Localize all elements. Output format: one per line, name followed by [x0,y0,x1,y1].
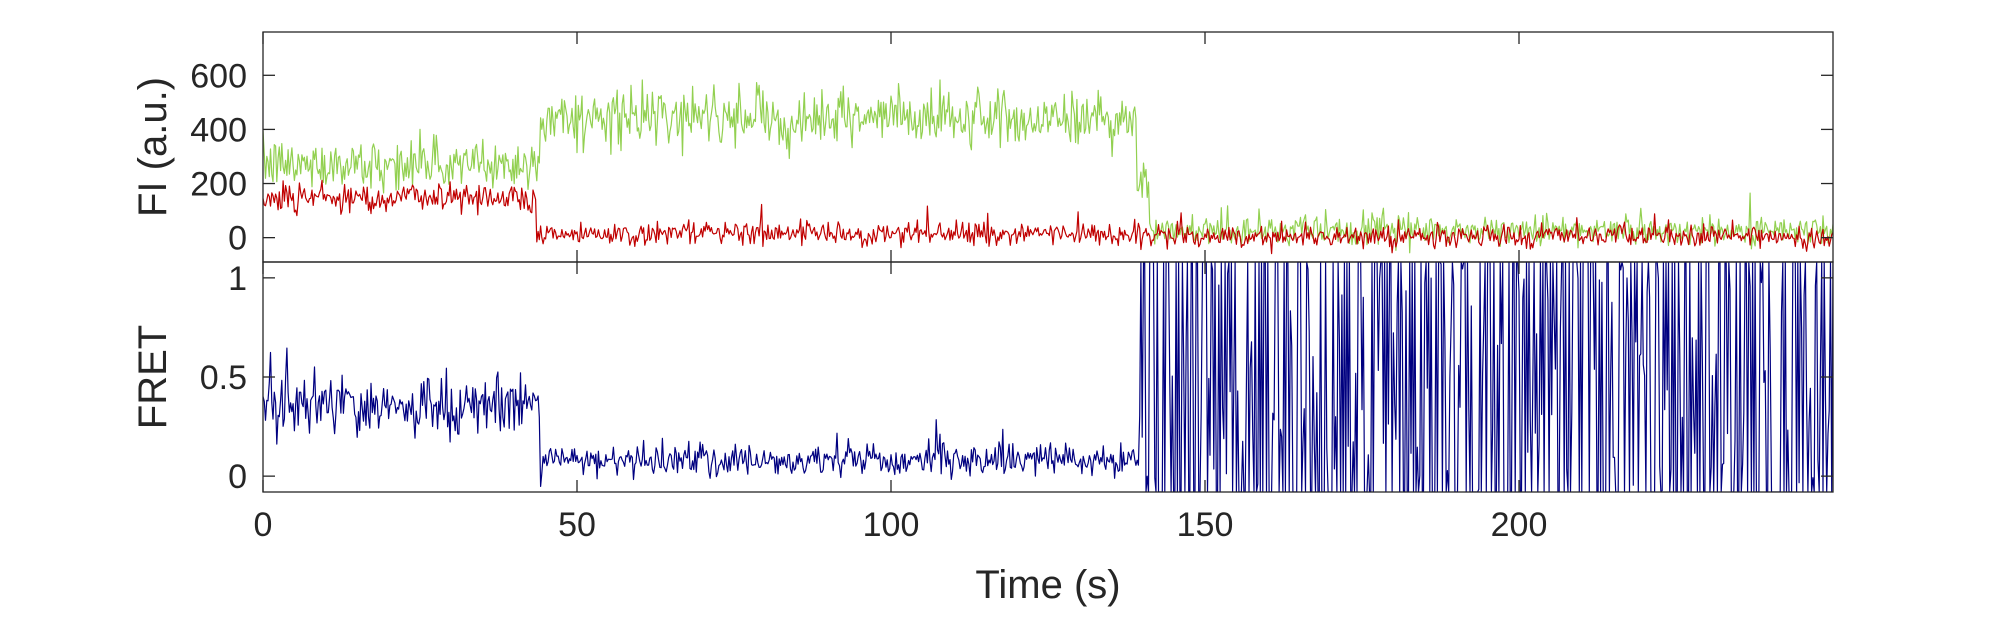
y-tick-label: 0 [228,458,247,496]
trace-series-0-1 [263,179,1833,255]
x-axis-label: Time (s) [975,563,1120,607]
x-tick-label: 150 [1177,506,1234,544]
top-panel: 0 200 400 600 FI (a.u.) [131,31,1834,263]
bottom-traces [263,262,1833,492]
x-tick-label: 200 [1491,506,1548,544]
y-tick-label: 600 [190,57,247,95]
bottom-ticks: 0 0.5 1 0 50 100 150 200 [200,260,1833,544]
y-tick-label: 200 [190,166,247,204]
x-tick-label: 0 [254,506,273,544]
bottom-y-axis-label: FRET [131,325,175,429]
bottom-panel: 0 0.5 1 0 50 100 150 200 FRET Time (s) [131,260,1834,607]
x-tick-label: 100 [863,506,920,544]
x-tick-label: 50 [558,506,596,544]
y-tick-label: 400 [190,111,247,149]
top-traces [263,79,1833,255]
y-tick-label: 0 [228,220,247,258]
trace-series-0-0 [263,79,1833,254]
top-y-axis-label: FI (a.u.) [131,77,175,217]
trace-series-1-0 [263,262,1833,492]
top-ticks: 0 200 400 600 [190,32,1833,262]
y-tick-label: 1 [228,260,247,298]
y-tick-label: 0.5 [200,359,247,397]
